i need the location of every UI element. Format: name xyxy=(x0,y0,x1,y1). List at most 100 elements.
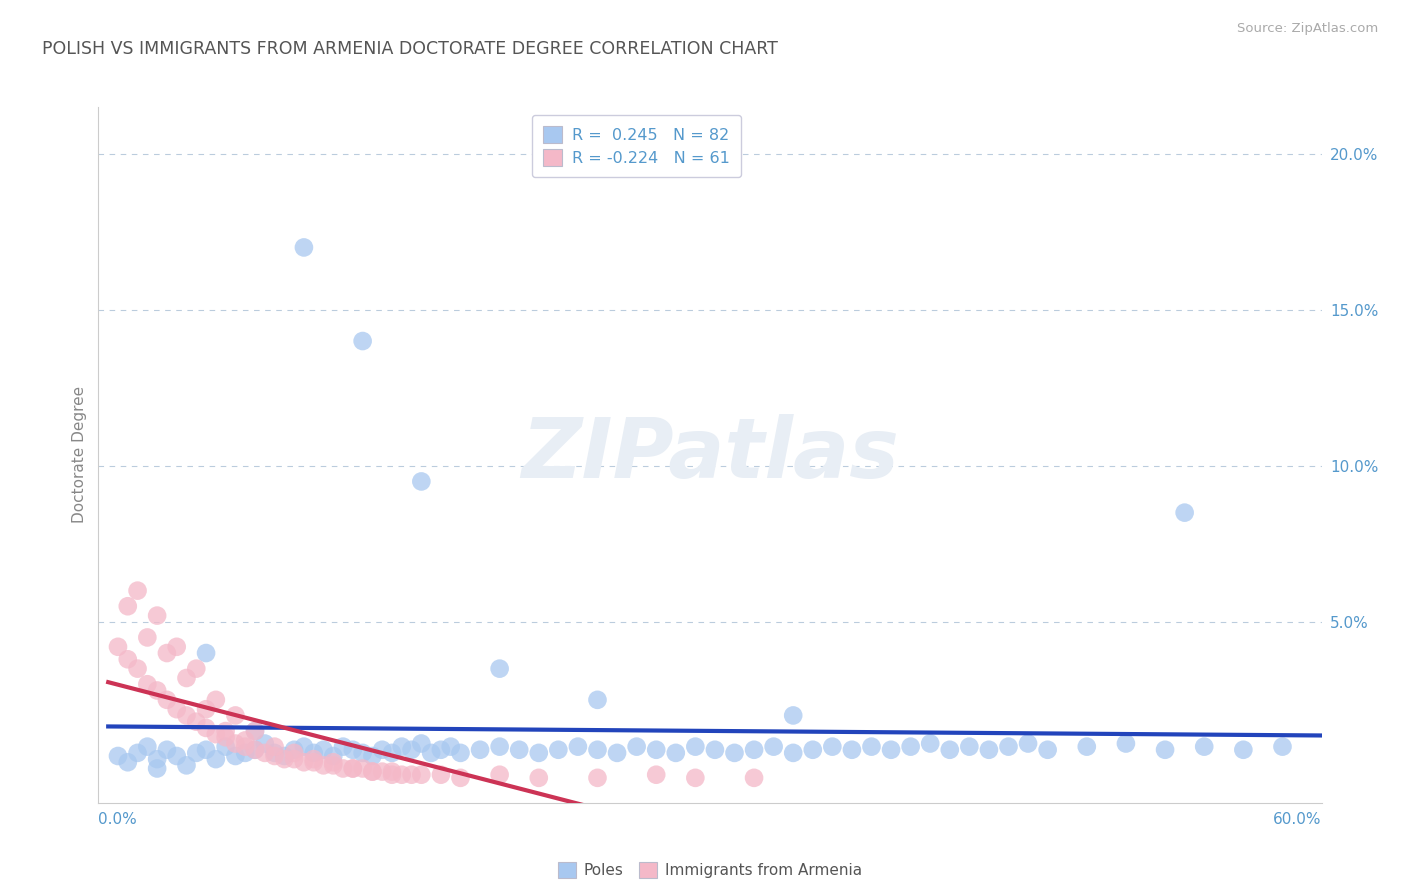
Point xyxy=(352,334,374,348)
Point xyxy=(117,599,139,614)
Point xyxy=(997,739,1019,754)
Point xyxy=(381,768,404,782)
Point xyxy=(205,752,228,766)
Point xyxy=(195,646,218,660)
Point xyxy=(411,768,433,782)
Point xyxy=(127,746,149,760)
Point xyxy=(156,646,179,660)
Text: Source: ZipAtlas.com: Source: ZipAtlas.com xyxy=(1237,22,1378,36)
Point xyxy=(107,640,129,654)
Point xyxy=(527,746,550,760)
Point xyxy=(166,749,188,764)
Point xyxy=(205,693,228,707)
Point xyxy=(900,739,922,754)
Point xyxy=(342,762,364,776)
Point xyxy=(1076,739,1098,754)
Point xyxy=(224,708,246,723)
Point xyxy=(821,739,844,754)
Point xyxy=(195,743,218,757)
Point xyxy=(117,756,139,770)
Point xyxy=(1036,743,1059,757)
Point xyxy=(117,652,139,666)
Point xyxy=(586,693,609,707)
Point xyxy=(283,746,305,760)
Point xyxy=(322,749,344,764)
Point xyxy=(586,771,609,785)
Point xyxy=(332,739,354,754)
Point xyxy=(166,702,188,716)
Point xyxy=(685,739,707,754)
Point xyxy=(508,743,530,757)
Point xyxy=(547,743,569,757)
Point xyxy=(626,739,648,754)
Point xyxy=(841,743,863,757)
Point xyxy=(920,737,942,751)
Point xyxy=(312,743,335,757)
Point xyxy=(361,764,384,779)
Point xyxy=(166,640,188,654)
Point xyxy=(606,746,628,760)
Point xyxy=(302,746,325,760)
Point xyxy=(186,662,208,676)
Point xyxy=(1017,737,1039,751)
Point xyxy=(156,743,179,757)
Point xyxy=(292,756,315,770)
Point xyxy=(233,739,256,754)
Point xyxy=(685,771,707,785)
Point xyxy=(1174,506,1197,520)
Point xyxy=(156,693,179,707)
Point xyxy=(488,768,510,782)
Point xyxy=(263,749,285,764)
Point xyxy=(723,746,745,760)
Point xyxy=(703,743,725,757)
Point xyxy=(1115,737,1137,751)
Point xyxy=(342,743,364,757)
Point xyxy=(860,739,883,754)
Point xyxy=(243,724,266,739)
Text: POLISH VS IMMIGRANTS FROM ARMENIA DOCTORATE DEGREE CORRELATION CHART: POLISH VS IMMIGRANTS FROM ARMENIA DOCTOR… xyxy=(42,40,778,58)
Point xyxy=(224,749,246,764)
Point xyxy=(195,702,218,716)
Point xyxy=(430,768,453,782)
Point xyxy=(176,671,198,685)
Point xyxy=(302,752,325,766)
Point xyxy=(243,743,266,757)
Point xyxy=(186,746,208,760)
Point xyxy=(527,771,550,785)
Point xyxy=(292,739,315,754)
Point xyxy=(371,743,394,757)
Point xyxy=(233,733,256,747)
Point xyxy=(391,739,413,754)
Point xyxy=(742,771,765,785)
Point xyxy=(322,756,344,770)
Point xyxy=(214,731,236,745)
Point xyxy=(401,743,423,757)
Point xyxy=(430,743,453,757)
Point xyxy=(488,662,510,676)
Point xyxy=(420,746,443,760)
Point xyxy=(195,721,218,735)
Point xyxy=(283,743,305,757)
Point xyxy=(371,764,394,779)
Point xyxy=(488,739,510,754)
Y-axis label: Doctorate Degree: Doctorate Degree xyxy=(72,386,87,524)
Point xyxy=(176,708,198,723)
Point xyxy=(186,714,208,729)
Point xyxy=(292,240,315,254)
Point xyxy=(253,746,276,760)
Legend: Poles, Immigrants from Armenia: Poles, Immigrants from Armenia xyxy=(550,855,870,886)
Point xyxy=(146,608,169,623)
Point xyxy=(391,768,413,782)
Point xyxy=(332,762,354,776)
Point xyxy=(411,737,433,751)
Point xyxy=(939,743,962,757)
Point xyxy=(352,746,374,760)
Point xyxy=(957,739,980,754)
Point xyxy=(127,662,149,676)
Point xyxy=(411,475,433,489)
Text: 60.0%: 60.0% xyxy=(1274,812,1322,827)
Point xyxy=(342,762,364,776)
Point xyxy=(381,764,404,779)
Point xyxy=(665,746,688,760)
Point xyxy=(762,739,785,754)
